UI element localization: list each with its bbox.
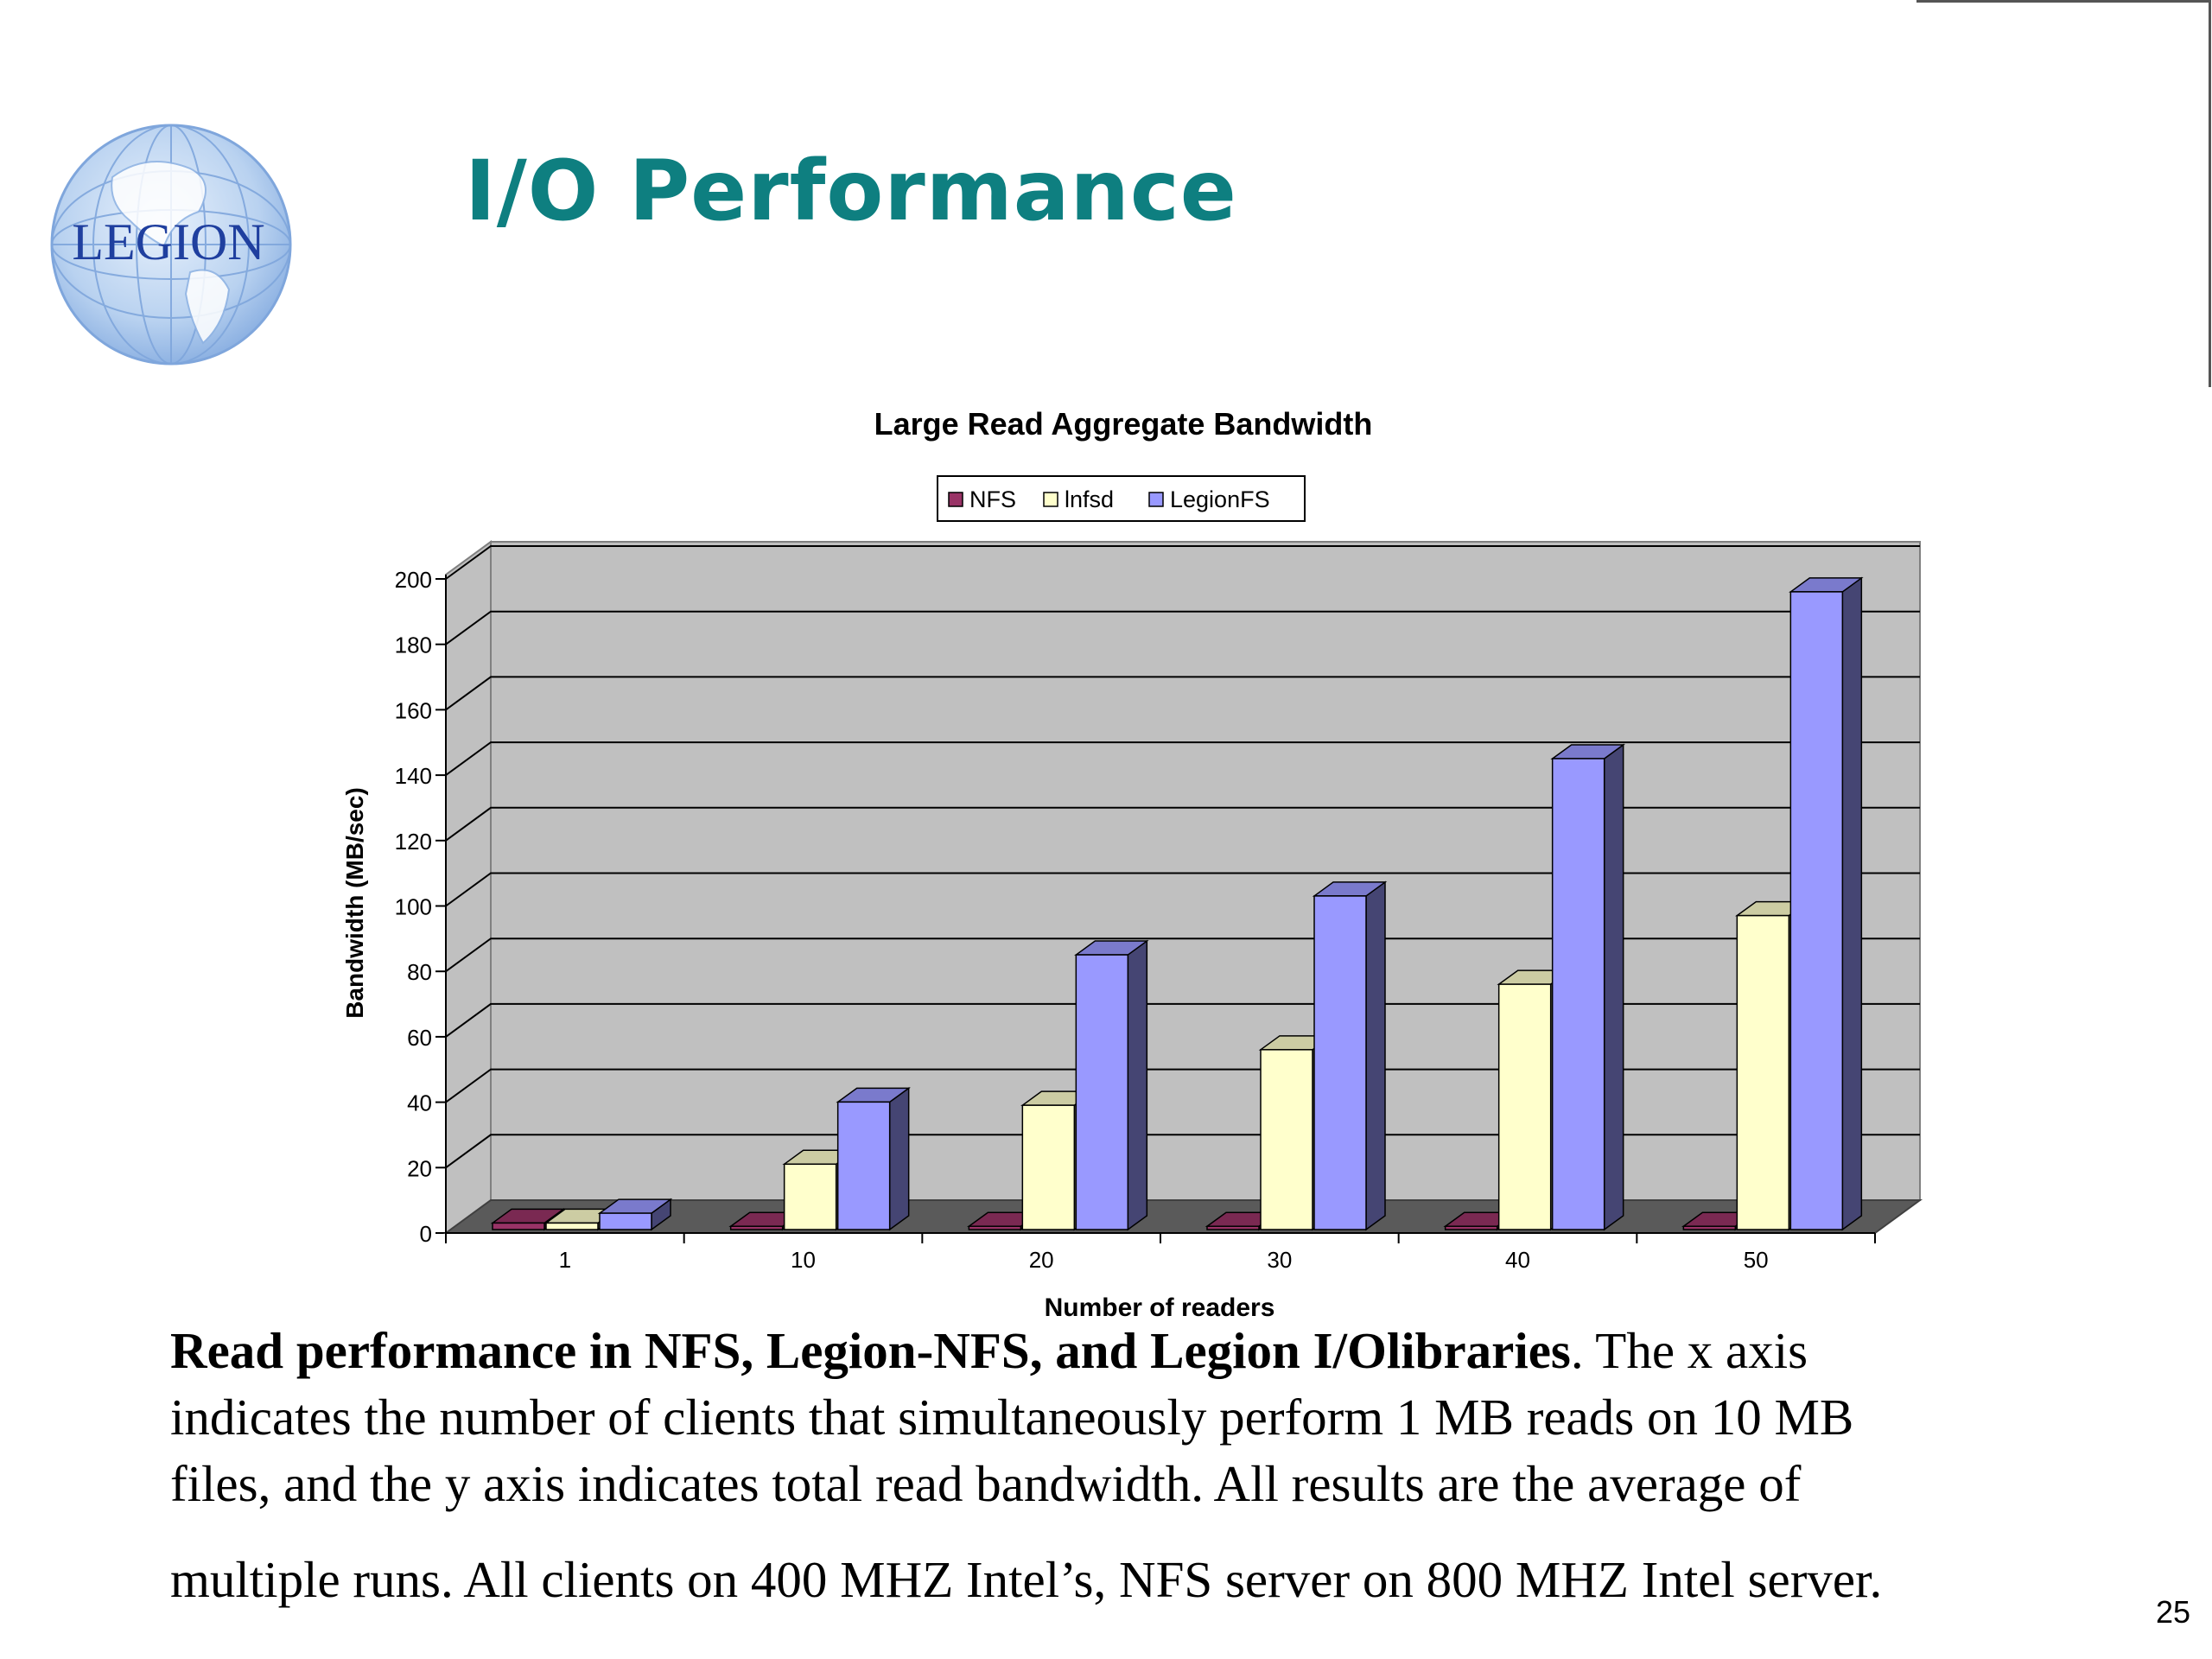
legend-label: NFS [969, 486, 1016, 512]
bar [545, 1222, 599, 1230]
x-tick-label: 20 [1029, 1247, 1054, 1273]
legend-swatch [1043, 492, 1058, 507]
bar [1736, 914, 1790, 1230]
logo-text: LEGION [72, 213, 264, 270]
figure-caption: Read performance in NFS, Legion-NFS, and… [170, 1318, 2088, 1613]
y-tick-label: 120 [395, 829, 432, 855]
x-tick-label: 40 [1505, 1247, 1530, 1273]
bar-side [1365, 880, 1386, 1231]
bar-side [888, 1086, 910, 1231]
bar [1021, 1104, 1076, 1230]
bar [1206, 1225, 1260, 1230]
bar [599, 1212, 652, 1230]
bar [968, 1225, 1022, 1230]
grid-line [445, 1134, 1920, 1169]
bar [783, 1163, 837, 1230]
corner-rule-top [1916, 0, 2210, 3]
y-tick-label: 40 [407, 1090, 432, 1116]
bar [1444, 1225, 1498, 1230]
grid-line [445, 1068, 1920, 1103]
y-tick-label: 0 [420, 1221, 432, 1247]
bar [1497, 983, 1552, 1230]
bandwidth-chart: Large Read Aggregate Bandwidth NFS lnfsd L… [341, 406, 1923, 1322]
bar [729, 1225, 784, 1230]
plot-side-wall [445, 540, 492, 1235]
x-tick-label: 50 [1744, 1247, 1769, 1273]
grid-line [445, 676, 1920, 711]
grid-line [445, 545, 1920, 580]
y-tick-label: 20 [407, 1155, 432, 1181]
caption-lead: Read performance in NFS, Legion-NFS, and… [170, 1322, 1571, 1379]
bar [1260, 1049, 1313, 1230]
grid-line [445, 872, 1920, 907]
caption-line2: indicates the number of clients that sim… [170, 1389, 1854, 1446]
grid-line [445, 1002, 1920, 1038]
legion-logo: LEGION [50, 124, 292, 365]
bar-side [1841, 576, 1863, 1231]
bar-side [1127, 939, 1148, 1231]
legend-swatch [1148, 492, 1164, 507]
bar [836, 1101, 891, 1230]
y-axis-label: Bandwidth (MB/sec) [341, 787, 368, 1019]
legend-label: lnfsd [1065, 486, 1114, 512]
page-number: 25 [2156, 1594, 2191, 1630]
caption-line4: multiple runs. All clients on 400 MHZ In… [170, 1551, 1883, 1608]
bar [1551, 758, 1605, 1230]
bar [1313, 895, 1367, 1230]
chart-legend: NFS lnfsd LegionFS [937, 475, 1306, 522]
page-title: I/O Performance [465, 143, 1237, 239]
y-tick-label: 100 [395, 894, 432, 920]
y-tick-label: 200 [395, 567, 432, 593]
bar [1075, 954, 1129, 1230]
legend-label: LegionFS [1170, 486, 1270, 512]
bar [1789, 591, 1844, 1230]
legend-swatch [948, 492, 963, 507]
y-tick-label: 140 [395, 763, 432, 789]
y-tick-label: 180 [395, 632, 432, 658]
grid-line [445, 806, 1920, 842]
x-axis-label: Number of readers [1045, 1294, 1275, 1322]
caption-line3: files, and the y axis indicates total re… [170, 1455, 1802, 1512]
y-tick-label: 80 [407, 959, 432, 985]
y-tick-label: 60 [407, 1025, 432, 1051]
corner-rule-right [2209, 0, 2211, 387]
x-tick-label: 30 [1267, 1247, 1292, 1273]
x-tick-label: 10 [791, 1247, 816, 1273]
bar [1682, 1225, 1737, 1230]
grid-line [445, 741, 1920, 776]
y-tick-label: 160 [395, 697, 432, 723]
caption-line1-rest: . The x axis [1570, 1322, 1808, 1379]
chart-title: Large Read Aggregate Bandwidth [874, 406, 1373, 442]
x-tick-label: 1 [559, 1247, 571, 1273]
grid-line [445, 610, 1920, 645]
grid-line [445, 938, 1920, 973]
bar-side [1603, 743, 1624, 1231]
plot-back-wall [490, 541, 1921, 1201]
bar [492, 1222, 545, 1230]
